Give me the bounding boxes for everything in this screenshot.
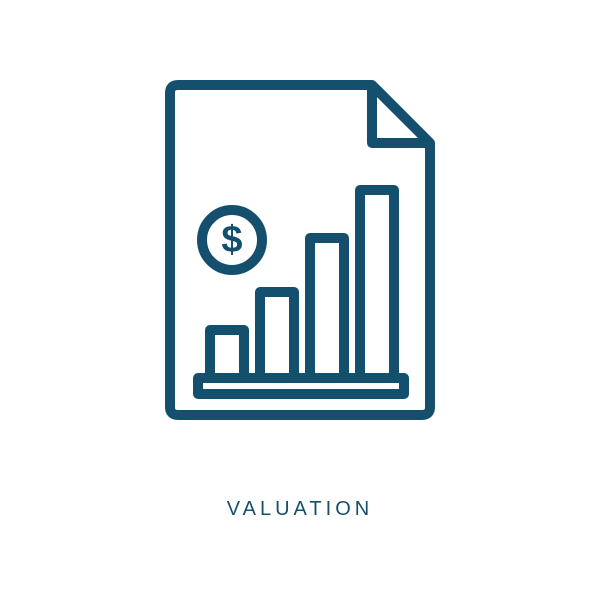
chart-bar [360, 190, 394, 378]
chart-base [198, 378, 404, 394]
valuation-icon-card: $ VALUATION [0, 0, 600, 600]
icon-caption: VALUATION [0, 498, 600, 521]
chart-bar [310, 238, 344, 378]
chart-bar [210, 330, 244, 378]
chart-bar [260, 292, 294, 378]
dollar-sign-icon: $ [221, 219, 242, 261]
